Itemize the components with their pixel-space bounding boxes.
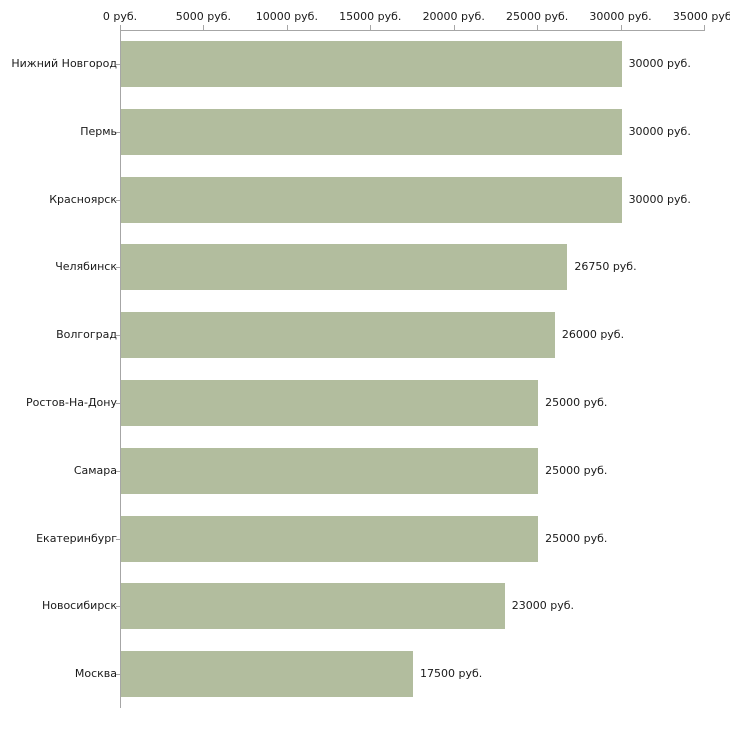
y-tick-mark [116,267,120,269]
y-tick-mark [116,335,120,337]
bar [121,515,539,562]
category-label: Москва [74,667,117,681]
category-label: Новосибирск [41,599,117,613]
bar [121,244,568,291]
x-tick-label: 5000 руб. [175,10,232,23]
bar [121,583,505,630]
category-label: Челябинск [55,260,117,274]
bar [121,108,622,155]
category-label: Нижний Новгород [11,56,117,70]
bar-value-label: 26000 руб. [561,328,625,342]
category-label: Екатеринбург [36,531,117,545]
y-tick-mark [116,199,120,201]
bar-value-label: 23000 руб. [511,599,575,613]
bar [121,447,539,494]
bar [121,40,622,87]
bar-value-label: 30000 руб. [628,192,691,206]
category-label: Красноярск [49,192,117,206]
x-tick-mark [370,25,372,30]
y-tick-mark [116,470,120,472]
bar [121,651,413,698]
y-tick-mark [116,131,120,133]
x-tick-label: 30000 руб. [589,10,652,23]
y-tick-mark [116,606,120,608]
x-tick-label: 25000 руб. [506,10,569,23]
y-tick-mark [116,402,120,404]
category-label: Самара [73,463,117,477]
x-tick-label: 0 руб. [102,10,138,23]
x-tick-mark [704,25,705,30]
x-tick-label: 15000 руб. [339,10,402,23]
x-axis-line [120,30,705,31]
category-label: Волгоград [56,328,117,342]
bar-value-label: 25000 руб. [545,531,608,545]
bar-value-label: 30000 руб. [628,56,691,70]
bar [121,176,622,223]
bar [121,312,555,359]
y-tick-mark [116,63,120,65]
x-tick-mark [120,25,121,30]
bar-value-label: 17500 руб. [420,667,483,681]
x-tick-mark [620,25,622,30]
category-label: Ростов-На-Дону [25,395,117,409]
bar-value-label: 26750 руб. [574,260,637,274]
x-tick-mark [286,25,288,30]
y-tick-mark [116,674,120,676]
category-label: Пермь [80,124,117,138]
bar-value-label: 30000 руб. [628,124,691,138]
bar [121,379,539,426]
x-tick-label: 20000 руб. [422,10,485,23]
bar-value-label: 25000 руб. [545,463,608,477]
x-tick-label: 10000 руб. [255,10,318,23]
y-tick-mark [116,538,120,540]
bar-value-label: 25000 руб. [545,395,608,409]
y-axis-line [120,30,121,708]
x-tick-mark [537,25,539,30]
x-tick-mark [453,25,455,30]
x-tick-label: 35000 руб. [672,10,730,23]
x-tick-mark [203,25,205,30]
